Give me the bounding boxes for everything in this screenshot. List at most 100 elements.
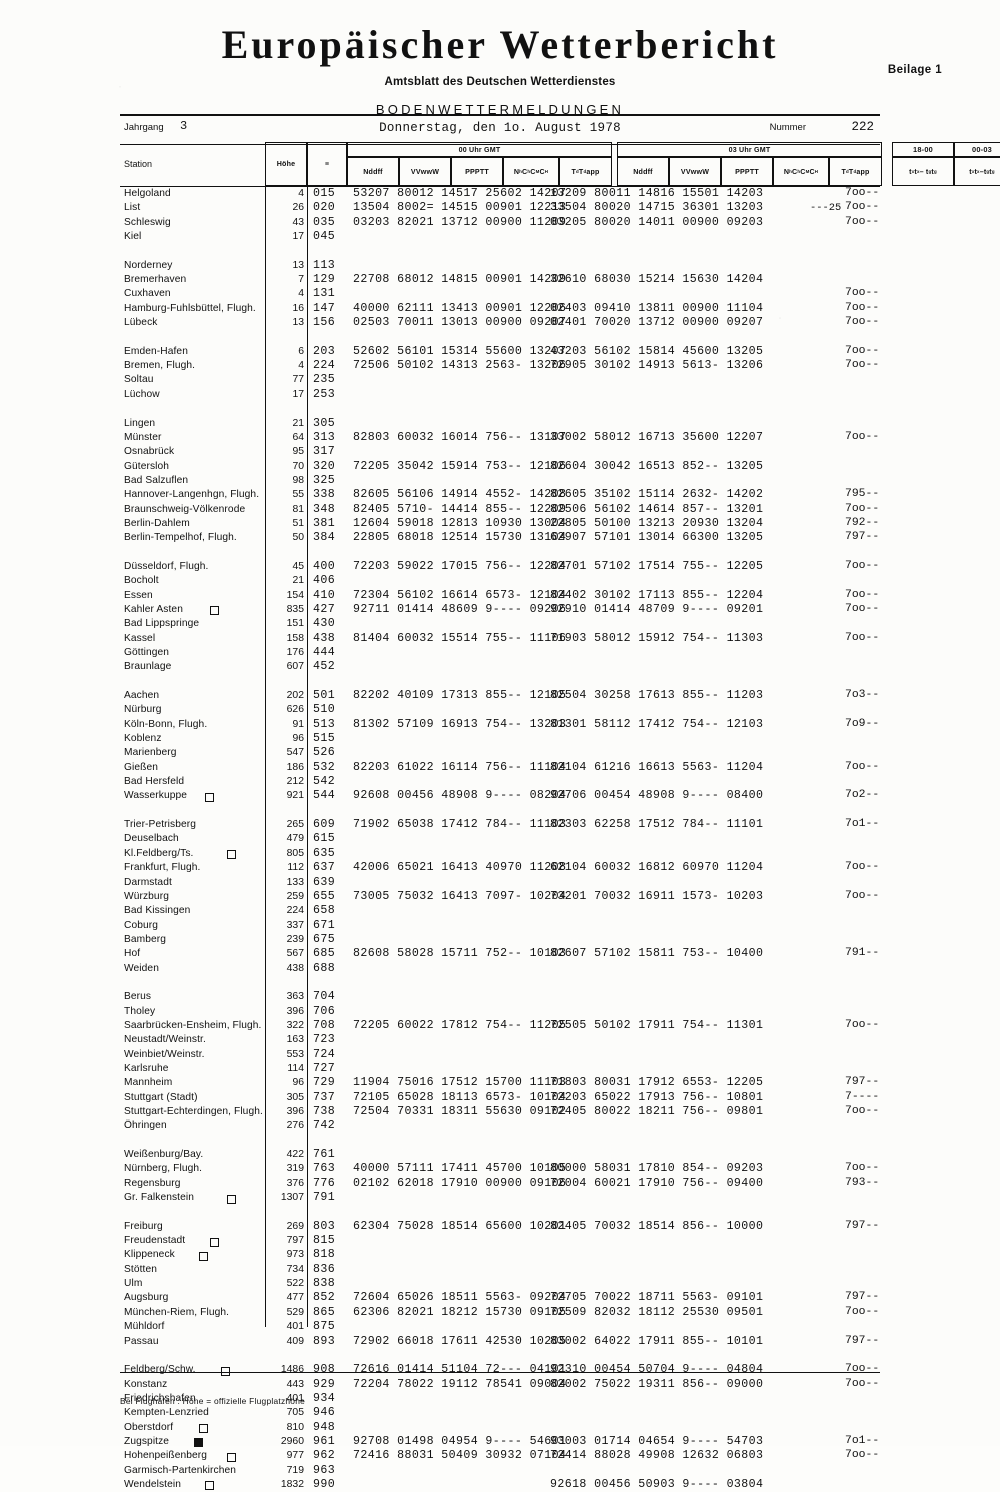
station-index-number: 338 <box>313 488 336 502</box>
station-name: Kiel <box>124 231 142 243</box>
station-altitude: 154 <box>286 589 304 601</box>
station-index-number: 776 <box>313 1176 336 1190</box>
station-altitude: 319 <box>286 1163 304 1175</box>
station-name: Tholey <box>124 1005 156 1017</box>
station-name: Mühldorf <box>124 1321 165 1333</box>
table-row: Ulm 522 838 <box>120 1277 880 1291</box>
precip-18-00: 795-- <box>845 488 880 501</box>
table-row-spacer <box>120 330 880 344</box>
table-row: Stuttgart-Echterdingen, Flugh. 396 738 7250… <box>120 1105 880 1119</box>
station-index-number: 706 <box>313 1004 336 1018</box>
column-header-hoehe: Höhe <box>265 142 307 186</box>
station-name: Weißenburg/Bay. <box>124 1149 204 1161</box>
obs-00utc: 82605 56106 14914 4552- 14208 <box>353 488 567 502</box>
station-name: Hamburg-Fuhlsbüttel, Flugh. <box>124 302 256 314</box>
station-altitude: 70 <box>292 460 304 472</box>
station-index-number: 444 <box>313 646 336 659</box>
table-row: Neustadt/Weinstr. 163 723 <box>120 1033 880 1047</box>
table-row: Garmisch-Partenkirchen 719 963 <box>120 1464 880 1478</box>
station-name: Darmstadt <box>124 876 172 888</box>
station-altitude: 4 <box>298 360 304 372</box>
station-altitude: 1486 <box>280 1364 304 1376</box>
station-name: Nürnberg, Flugh. <box>124 1163 203 1175</box>
station-name: Mannheim <box>124 1077 173 1089</box>
obs-00utc: 71902 65038 17412 784-- 11103 <box>353 818 567 832</box>
obs-03utc: 72405 80022 18211 756-- 09801 <box>550 1105 764 1118</box>
station-index-number: 791 <box>313 1191 336 1205</box>
station-name: Cuxhaven <box>124 288 171 300</box>
obs-03utc: 22805 50100 13213 20930 13204 <box>550 516 764 530</box>
precip-18-00: 7oo-- <box>845 1449 880 1462</box>
station-name: Düsseldorf, Flugh. <box>124 560 209 572</box>
station-index-number: 675 <box>313 932 336 946</box>
obs-00utc: 40000 57111 17411 45700 10105 <box>353 1162 567 1176</box>
station-marker-icon <box>193 1438 203 1448</box>
station-name: Hohenpeißenberg <box>124 1450 208 1462</box>
station-altitude: 337 <box>286 919 304 931</box>
station-marker-icon <box>226 1194 236 1204</box>
obs-03utc: 32610 68030 15214 15630 14204 <box>550 273 764 287</box>
table-row: Augsburg 477 852 72604 65026 18511 5563- 09… <box>120 1291 880 1305</box>
station-altitude: 45 <box>292 560 304 572</box>
station-name: Kassel <box>124 632 156 644</box>
station-index-number: 147 <box>313 301 336 315</box>
group-header-18-00-a: 18-00 <box>892 142 954 157</box>
table-row: Aachen 202 501 82202 40109 17313 855-- 1210… <box>120 689 880 703</box>
station-name: Bad Kissingen <box>124 905 191 917</box>
obs-00utc: 72604 65026 18511 5563- 09204 <box>353 1291 567 1305</box>
precip-18-00: 7oo-- <box>845 1018 880 1031</box>
station-altitude: 16 <box>292 302 304 314</box>
precip-18-00: 791-- <box>845 947 880 960</box>
obs-03utc: 82405 70032 18514 856-- 10000 <box>550 1219 764 1233</box>
table-row: Essen 154 410 72304 56102 16614 6573- 12104… <box>120 589 880 603</box>
obs-03utc: 82303 62258 17512 784-- 11101 <box>550 818 764 832</box>
table-row: Wasserkuppe 921 544 92608 00456 48908 9----… <box>120 789 880 803</box>
station-altitude: 376 <box>286 1177 304 1189</box>
obs-03utc: 13209 80011 14816 15501 14203 <box>550 187 764 200</box>
table-row-spacer <box>120 804 880 818</box>
obs-03utc: 62104 60032 16812 60970 11204 <box>550 861 764 875</box>
column-header-vvwww-03: VVwwW <box>669 157 721 186</box>
table-row: Freudenstadt 797 815 <box>120 1234 880 1248</box>
page-subtitle: Amtsblatt des Deutschen Wetterdienstes <box>384 76 616 88</box>
station-name: Trier-Petrisberg <box>124 819 196 831</box>
station-name: Bad Lippspringe <box>124 618 200 630</box>
station-name: Öhringen <box>124 1120 167 1132</box>
obs-00utc: 72105 65028 18113 6573- 10104 <box>353 1090 567 1104</box>
table-row-spacer <box>120 244 880 258</box>
table-row: Lüchow 17 253 <box>120 388 880 402</box>
station-index-number: 946 <box>313 1406 336 1420</box>
station-index-number: 655 <box>313 889 336 903</box>
station-name: Konstanz <box>124 1378 168 1390</box>
station-name: Feldberg/Schw. <box>124 1364 196 1376</box>
station-name: Lingen <box>124 417 156 429</box>
station-marker-icon <box>226 850 236 860</box>
table-row: Trier-Petrisberg 265 609 71902 65038 17412 … <box>120 818 880 832</box>
station-index-number: 542 <box>313 775 336 789</box>
station-index-number: 452 <box>313 660 336 674</box>
station-altitude: 151 <box>286 618 304 630</box>
obs-03utc: 72509 82032 18112 25530 09501 <box>550 1305 764 1319</box>
column-header-nddff-03: Nddff <box>617 157 669 186</box>
station-index-number: 406 <box>313 574 336 588</box>
station-altitude: 805 <box>286 847 304 859</box>
station-altitude: 422 <box>286 1149 304 1161</box>
obs-00utc: 82803 60032 16014 756-- 13107 <box>353 430 567 444</box>
obs-00utc: 13504 8002= 14515 00901 12213 <box>353 201 567 215</box>
station-index-number: 156 <box>313 316 336 330</box>
table-row: Münster 64 313 82803 60032 16014 756-- 1310… <box>120 431 880 445</box>
station-index-number: 836 <box>313 1262 336 1276</box>
table-row: Mannheim 96 729 11904 75016 17512 15700 111… <box>120 1076 880 1090</box>
obs-00utc: 72616 01414 51104 72--- 04101 <box>353 1363 567 1377</box>
obs-00utc: 73005 75032 16413 7097- 10204 <box>353 889 567 903</box>
table-row: Saarbrücken-Ensheim, Flugh. 322 708 72205 6… <box>120 1019 880 1033</box>
station-index-number: 865 <box>313 1305 336 1319</box>
precip-18-00: 7oo-- <box>845 344 880 357</box>
precip-18-00: 7oo-- <box>845 301 880 314</box>
station-index-number: 235 <box>313 373 336 387</box>
station-altitude: 96 <box>292 733 304 745</box>
table-row: Lübeck 13 156 02503 70011 13013 00900 09207… <box>120 316 880 330</box>
station-marker-icon <box>221 1366 230 1376</box>
station-index-number: 381 <box>313 516 336 530</box>
table-row: Kassel 158 438 81404 60032 15514 755-- 1110… <box>120 632 880 646</box>
